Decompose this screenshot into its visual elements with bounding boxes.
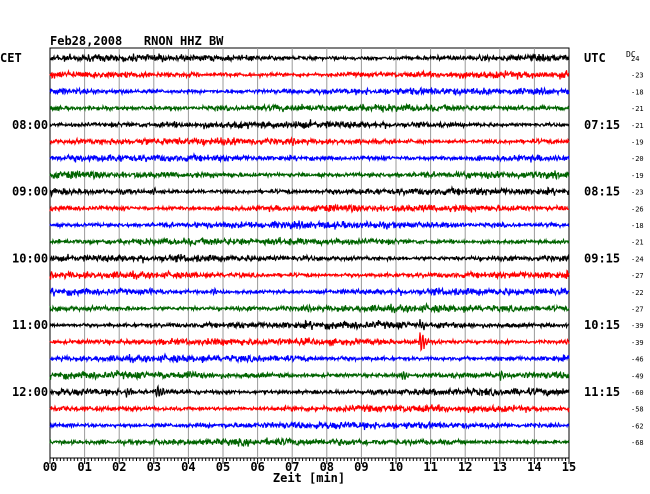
trace-2 xyxy=(49,69,570,80)
right-time-label: 09:15 xyxy=(584,251,620,265)
x-tick-label: 02 xyxy=(112,460,126,474)
x-tick-label: 05 xyxy=(216,460,230,474)
trace-20 xyxy=(49,369,570,381)
x-tick-label: 13 xyxy=(493,460,507,474)
trace-19 xyxy=(49,352,570,364)
dc-offset-label: -21 xyxy=(631,105,644,113)
right-time-label: UTC xyxy=(584,51,606,65)
trace-18 xyxy=(49,332,570,352)
dc-offset-label: -21 xyxy=(631,122,644,130)
left-time-label: 12:00 xyxy=(12,385,48,399)
dc-offset-label: -60 xyxy=(631,389,644,397)
trace-6 xyxy=(49,135,570,148)
dc-offset-label: -68 xyxy=(631,439,644,447)
dc-offset-label: -22 xyxy=(631,289,644,297)
dc-offset-label: -39 xyxy=(631,339,644,347)
dc-offset-label: -62 xyxy=(631,422,644,430)
dc-offset-label: -26 xyxy=(631,205,644,213)
dc-offset-label: -23 xyxy=(631,189,644,197)
dc-offset-label: -19 xyxy=(631,172,644,180)
trace-17 xyxy=(49,319,570,331)
trace-1 xyxy=(49,53,570,63)
trace-8 xyxy=(49,169,570,181)
trace-15 xyxy=(49,286,570,298)
trace-24 xyxy=(49,436,570,448)
x-tick-label: 04 xyxy=(181,460,195,474)
x-tick-label: 01 xyxy=(77,460,91,474)
left-time-label: 08:00 xyxy=(12,118,48,132)
x-tick-label: 06 xyxy=(250,460,264,474)
chart-labels: 00 01 02 03 04 05 06 07 08 09 10 11 12 13 14 15 Zeit [mi… xyxy=(0,34,644,485)
trace-16 xyxy=(49,301,570,314)
dc-offset-label: -49 xyxy=(631,372,644,380)
left-time-label: 09:00 xyxy=(12,185,48,199)
left-timezone-label: CET xyxy=(0,51,22,65)
dc-label: DC xyxy=(626,50,636,59)
trace-12 xyxy=(49,236,570,248)
trace-3 xyxy=(49,86,570,97)
dc-offset-label: -24 xyxy=(631,255,644,263)
dc-offset-label: -23 xyxy=(631,72,644,80)
dc-offset-label: -19 xyxy=(631,139,644,147)
dc-offset-label: 24 xyxy=(631,55,639,63)
left-time-label: 10:00 xyxy=(12,251,48,265)
right-time-label: 11:15 xyxy=(584,385,620,399)
right-time-label: 10:15 xyxy=(584,318,620,332)
right-time-label: 08:15 xyxy=(584,185,620,199)
trace-22 xyxy=(49,403,570,414)
x-tick-label: 15 xyxy=(562,460,576,474)
dc-offset-label: -20 xyxy=(631,155,644,163)
trace-13 xyxy=(49,253,570,264)
left-time-label: 11:00 xyxy=(12,318,48,332)
trace-23 xyxy=(49,420,570,431)
x-tick-label: 12 xyxy=(458,460,472,474)
dc-offset-label: -21 xyxy=(631,239,644,247)
x-tick-label: 07 xyxy=(285,460,299,474)
x-tick-label: 03 xyxy=(147,460,161,474)
trace-4 xyxy=(49,102,570,113)
dc-offset-label: -46 xyxy=(631,356,644,364)
dc-offset-label: -27 xyxy=(631,272,644,280)
x-tick-label: 10 xyxy=(389,460,403,474)
right-time-label: 07:15 xyxy=(584,118,620,132)
dc-offset-label: -39 xyxy=(631,322,644,330)
x-tick-label: 14 xyxy=(527,460,541,474)
dc-offset-label: -58 xyxy=(631,406,644,414)
trace-21 xyxy=(49,384,570,398)
dc-offset-label: -18 xyxy=(631,222,644,230)
x-tick-label: 11 xyxy=(423,460,437,474)
seismic-traces xyxy=(49,53,570,448)
dc-offset-label: -27 xyxy=(631,306,644,314)
trace-11 xyxy=(49,219,570,231)
x-tick-label: 00 xyxy=(43,460,57,474)
x-axis-label: Zeit [min] xyxy=(273,471,345,485)
plot-grid xyxy=(49,47,570,464)
trace-10 xyxy=(49,203,569,214)
x-tick-label: 08 xyxy=(320,460,334,474)
trace-7 xyxy=(49,151,570,164)
trace-14 xyxy=(49,269,570,281)
trace-5 xyxy=(49,119,570,130)
trace-9 xyxy=(49,185,570,198)
dc-offset-label: -18 xyxy=(631,88,644,96)
x-tick-label: 09 xyxy=(354,460,368,474)
chart-title: Feb28,2008 RNON HHZ BW xyxy=(50,34,224,48)
